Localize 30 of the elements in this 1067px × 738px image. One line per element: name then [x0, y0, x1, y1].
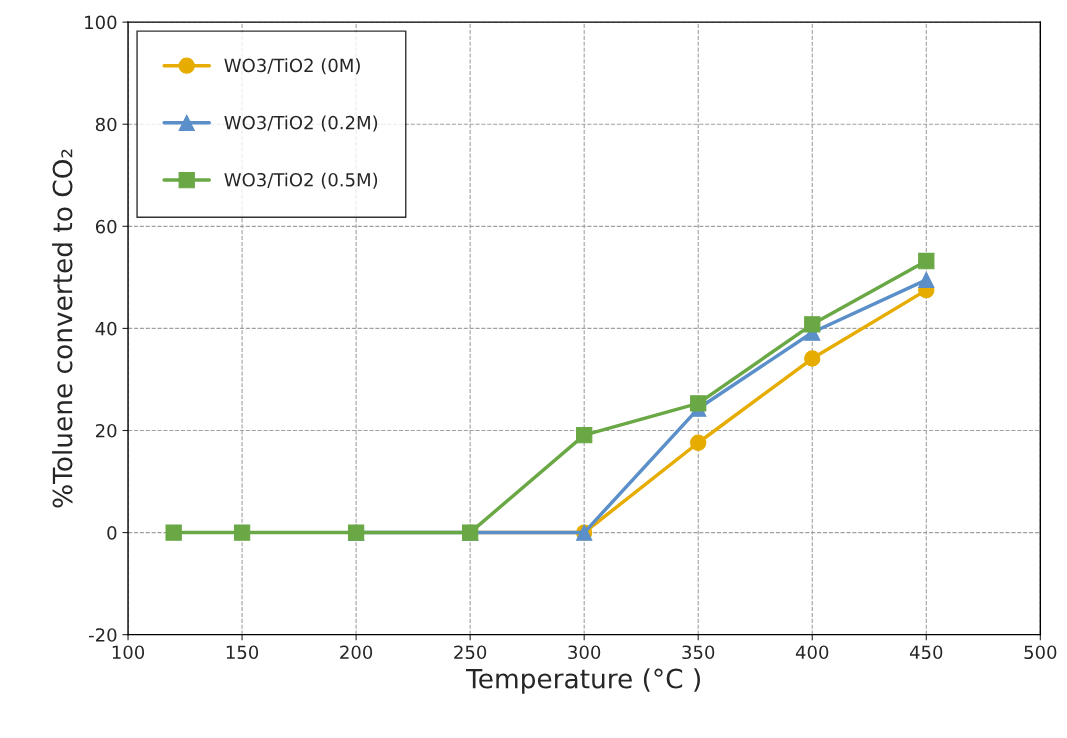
x-tick-label: 400 [795, 645, 829, 660]
y-tick-label: -20 [89, 628, 117, 642]
legend-label: WO3/TiO2 (0.5M) [224, 172, 378, 189]
y-tick-label: 0 [107, 526, 117, 540]
x-tick-label: 100 [112, 645, 145, 660]
point [918, 271, 935, 289]
point [804, 350, 821, 367]
x-tick-label: 500 [1024, 645, 1057, 660]
x-tick-label: 300 [568, 645, 601, 660]
x-tick-label: 150 [226, 645, 259, 660]
x-tick-label: 450 [909, 645, 943, 660]
x-axis-title: Temperature (°C ) [466, 668, 700, 694]
point [804, 316, 821, 333]
x-tick-label: 250 [454, 645, 487, 660]
y-tick-label: 40 [95, 321, 117, 336]
y-tick-label: 80 [95, 117, 117, 132]
point [918, 252, 935, 270]
point [165, 524, 182, 541]
legend-label: WO3/TiO2 (0.2M) [224, 115, 378, 132]
point [576, 426, 593, 444]
legend-label: WO3/TiO2 (0M) [224, 58, 360, 75]
y-tick-label: 60 [95, 219, 117, 234]
point [690, 434, 707, 451]
point [690, 395, 707, 412]
y-tick-label: 100 [85, 15, 117, 30]
x-tick-label: 200 [340, 645, 373, 660]
y-axis-title: %Toluene converted to CO₂ [52, 149, 73, 508]
y-tick-label: 20 [95, 423, 117, 438]
x-tick-label: 350 [682, 645, 715, 660]
point [233, 524, 251, 541]
